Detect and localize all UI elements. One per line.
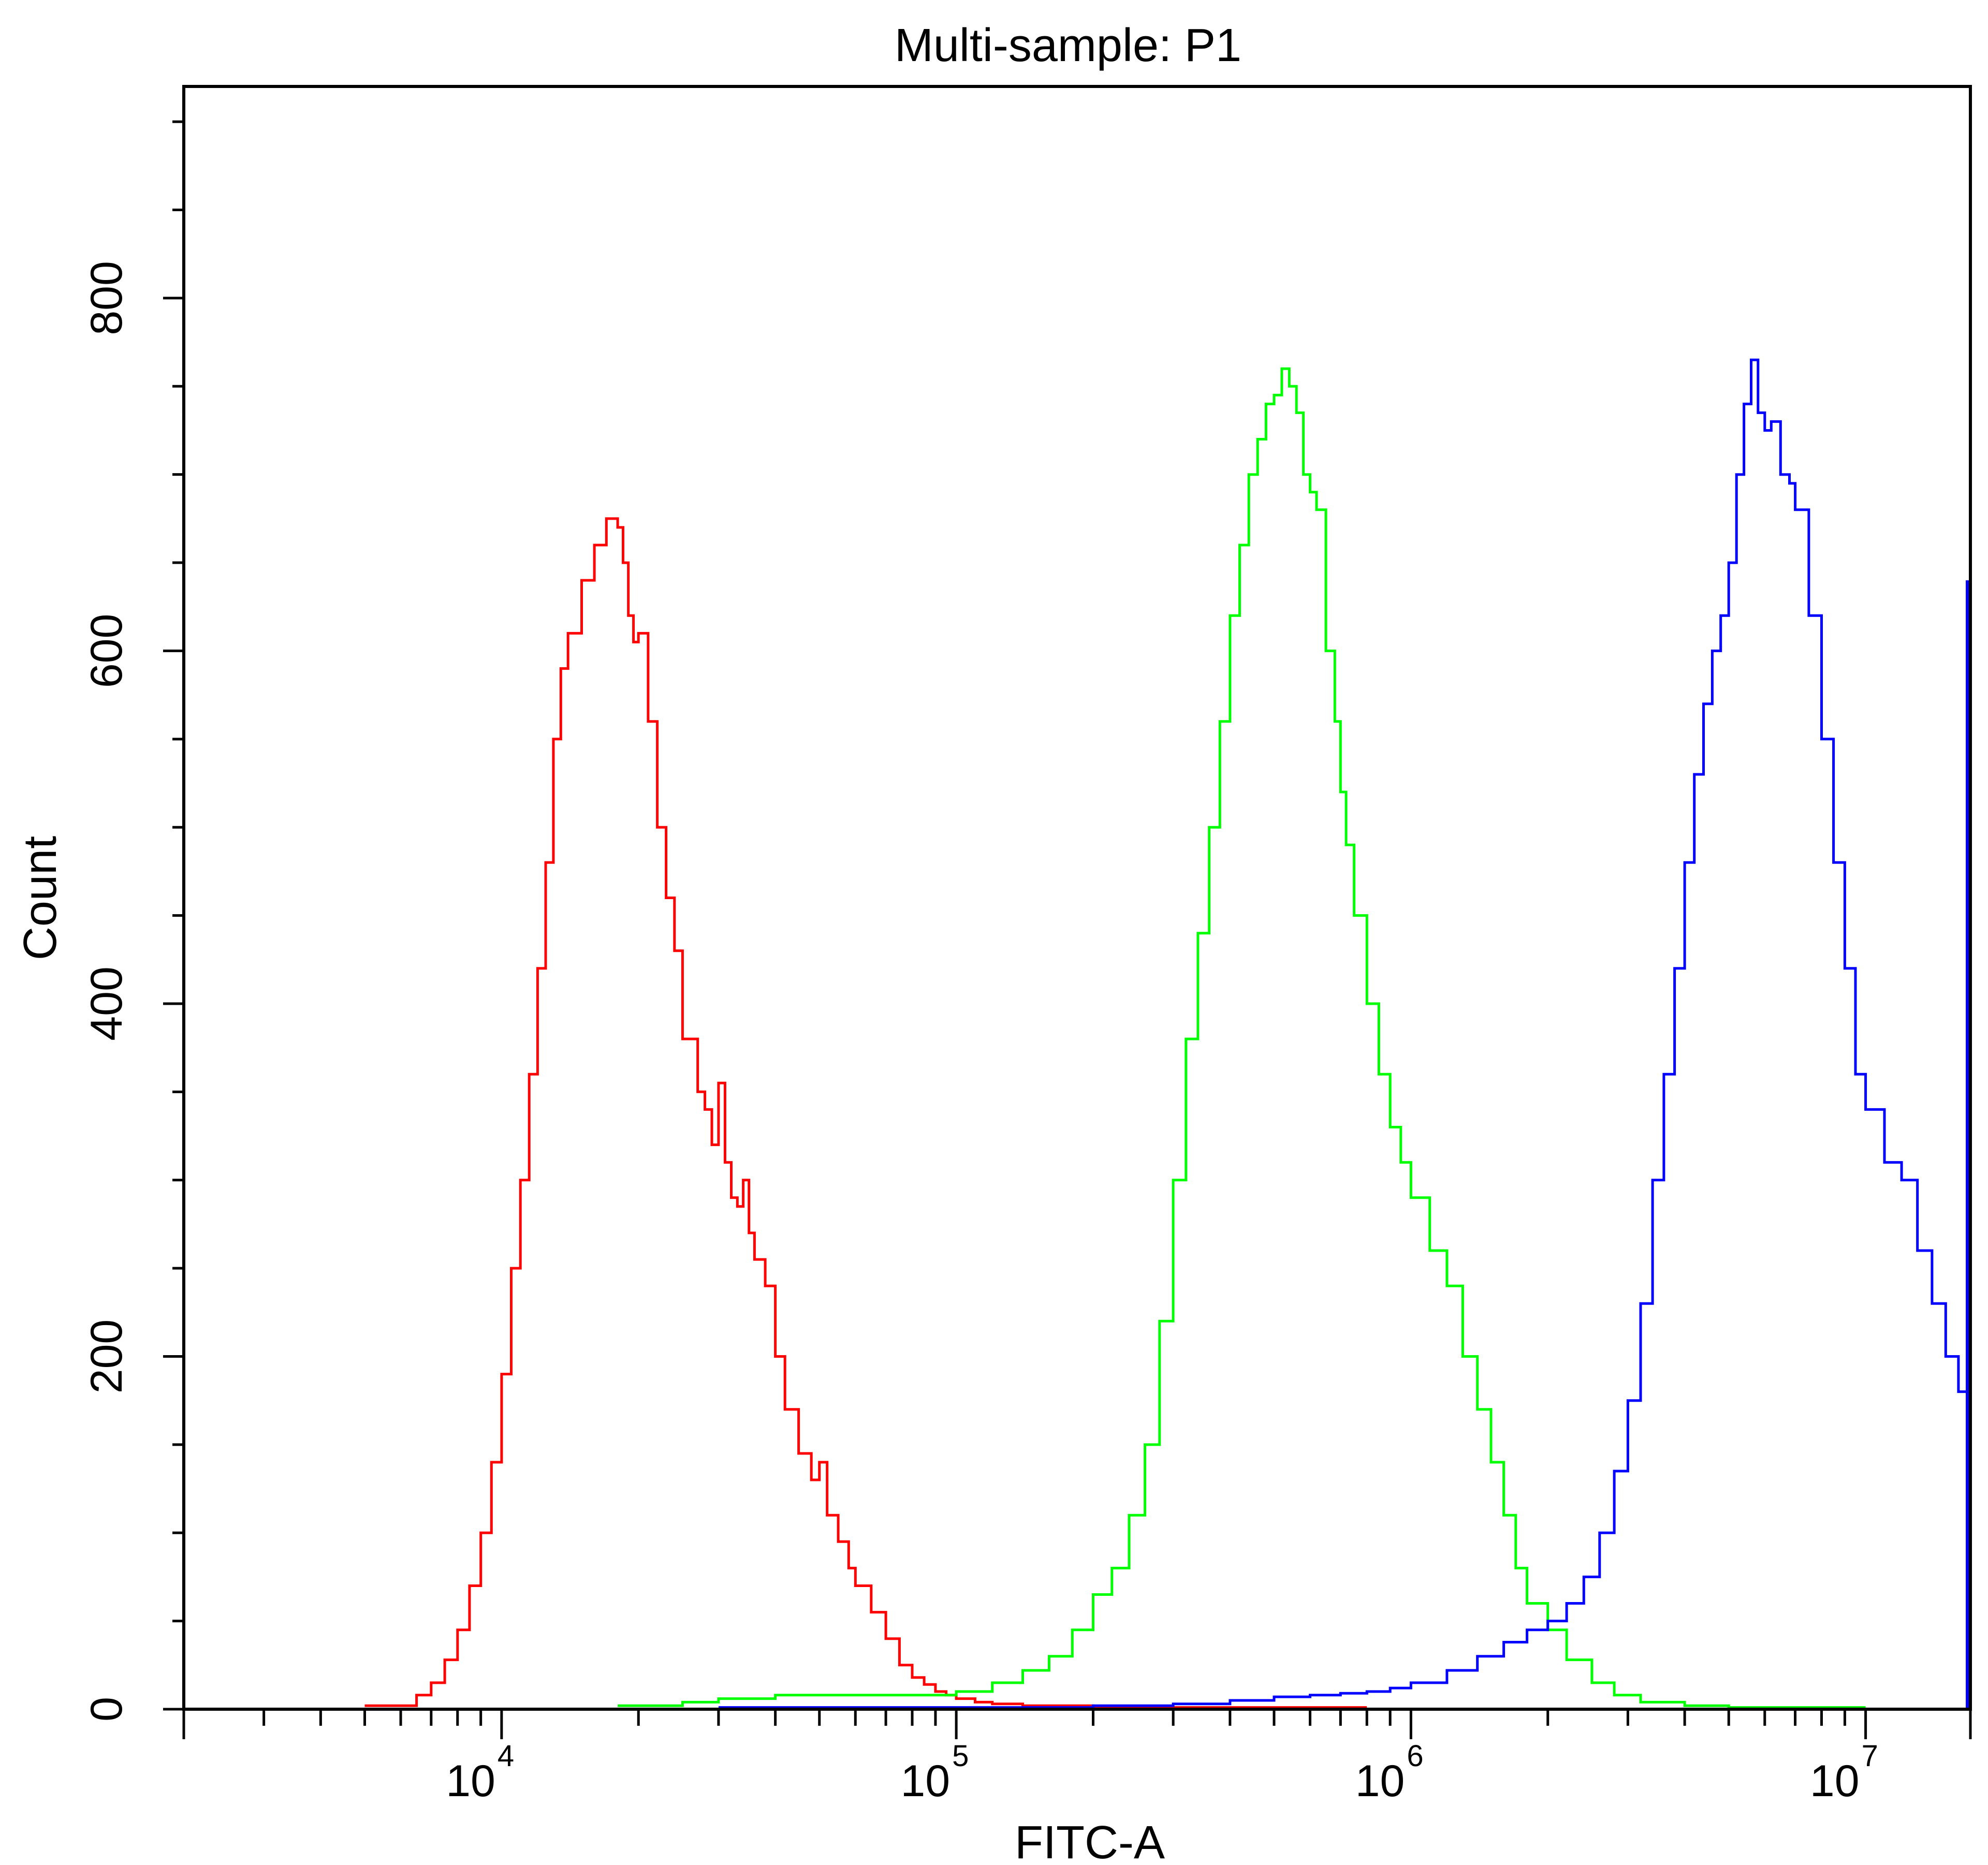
y-tick-label: 400 [82, 966, 131, 1041]
plot-frame [182, 85, 1972, 1711]
histogram-series-2 [618, 367, 1866, 1709]
x-tick-label-base: 10 [1810, 1756, 1860, 1806]
y-axis-label: Count [14, 836, 66, 960]
x-tick-label-base: 10 [1355, 1756, 1405, 1806]
x-tick-label-exponent: 6 [1407, 1739, 1423, 1773]
y-tick-label: 800 [82, 261, 131, 335]
y-tick-label: 0 [82, 1697, 131, 1722]
x-tick-label-exponent: 5 [952, 1739, 969, 1773]
y-tick-label: 200 [82, 1319, 131, 1394]
histogram-series-3 [718, 358, 1969, 1709]
x-tick-label-exponent: 7 [1862, 1739, 1878, 1773]
x-axis-label: FITC-A [1015, 1817, 1165, 1865]
y-axis-ticks: 0 200 400 600 800 [82, 120, 184, 1722]
x-tick-label-base: 10 [446, 1756, 495, 1806]
x-tick-label-base: 10 [900, 1756, 950, 1806]
chart-title: Multi-sample: P1 [895, 20, 1241, 71]
histogram-series-1 [364, 517, 1367, 1709]
x-tick-label-exponent: 4 [498, 1739, 514, 1773]
y-tick-label: 600 [82, 614, 131, 688]
histogram-series [364, 358, 1969, 1709]
